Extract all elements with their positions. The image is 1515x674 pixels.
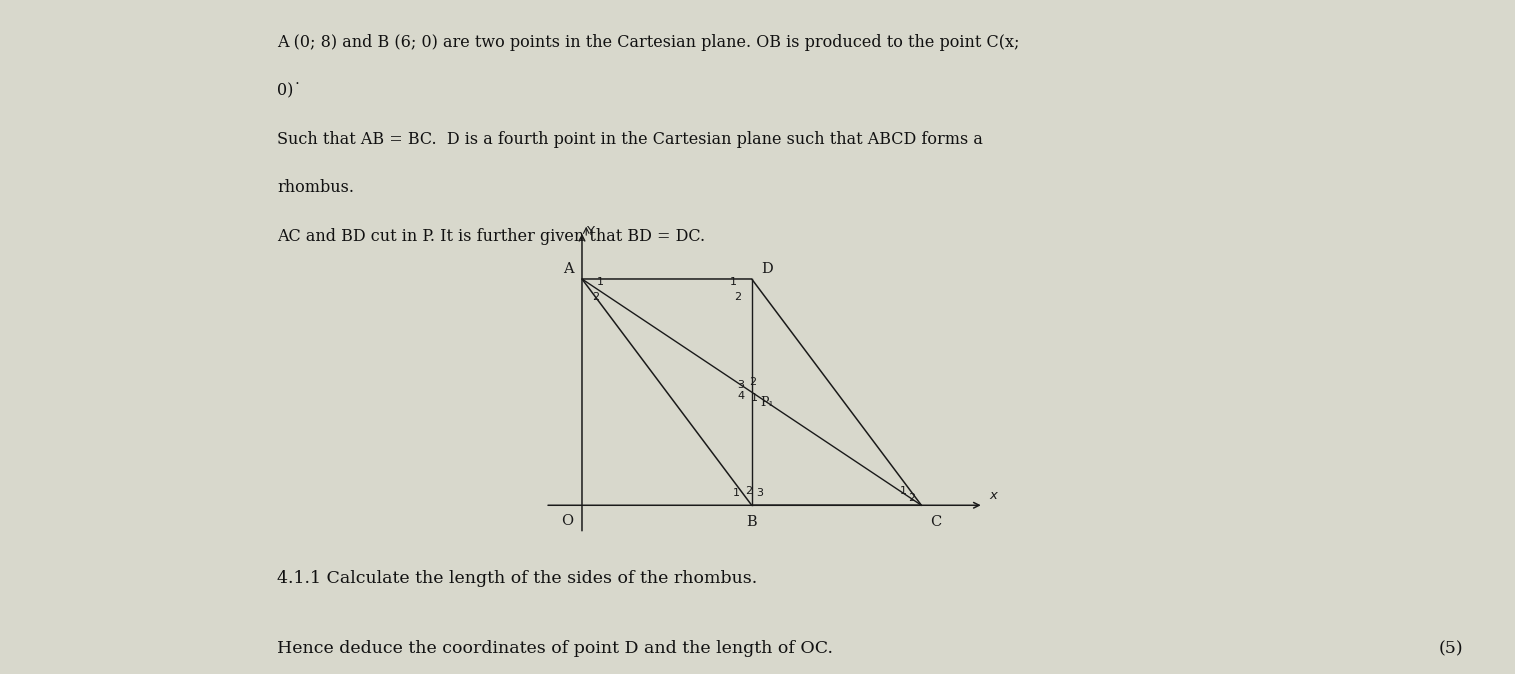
Text: 1: 1 [733, 487, 739, 497]
Text: 2: 2 [733, 293, 741, 303]
Text: Such that AB = BC.  D is a fourth point in the Cartesian plane such that ABCD fo: Such that AB = BC. D is a fourth point i… [277, 131, 983, 148]
Text: 0)˙: 0)˙ [277, 82, 301, 99]
Text: 2: 2 [592, 293, 600, 303]
Text: D: D [762, 262, 773, 276]
Text: AC and BD cut in P. It is further given that BD = DC.: AC and BD cut in P. It is further given … [277, 228, 706, 245]
Text: 2: 2 [745, 486, 751, 496]
Text: 1: 1 [730, 277, 736, 287]
Text: 3: 3 [738, 380, 744, 390]
Text: B: B [747, 515, 758, 529]
Text: P₁: P₁ [761, 396, 774, 409]
Text: 1: 1 [597, 277, 604, 287]
Text: 2: 2 [750, 377, 756, 388]
Text: A (0; 8) and B (6; 0) are two points in the Cartesian plane. OB is produced to t: A (0; 8) and B (6; 0) are two points in … [277, 34, 1020, 51]
Text: 4: 4 [738, 390, 744, 400]
Text: Hence deduce the coordinates of point D and the length of OC.: Hence deduce the coordinates of point D … [277, 640, 833, 657]
Text: rhombus.: rhombus. [277, 179, 355, 196]
Text: C: C [930, 515, 941, 529]
Text: A: A [564, 262, 574, 276]
Text: O: O [562, 514, 574, 528]
Text: Y: Y [586, 225, 594, 238]
Text: x: x [989, 489, 997, 502]
Text: 2: 2 [907, 493, 915, 503]
Text: 1: 1 [751, 393, 758, 403]
Text: 4.1.1 Calculate the length of the sides of the rhombus.: 4.1.1 Calculate the length of the sides … [277, 570, 758, 586]
Text: (5): (5) [1438, 640, 1463, 657]
Text: 1: 1 [900, 486, 906, 496]
Text: 3: 3 [756, 487, 764, 497]
